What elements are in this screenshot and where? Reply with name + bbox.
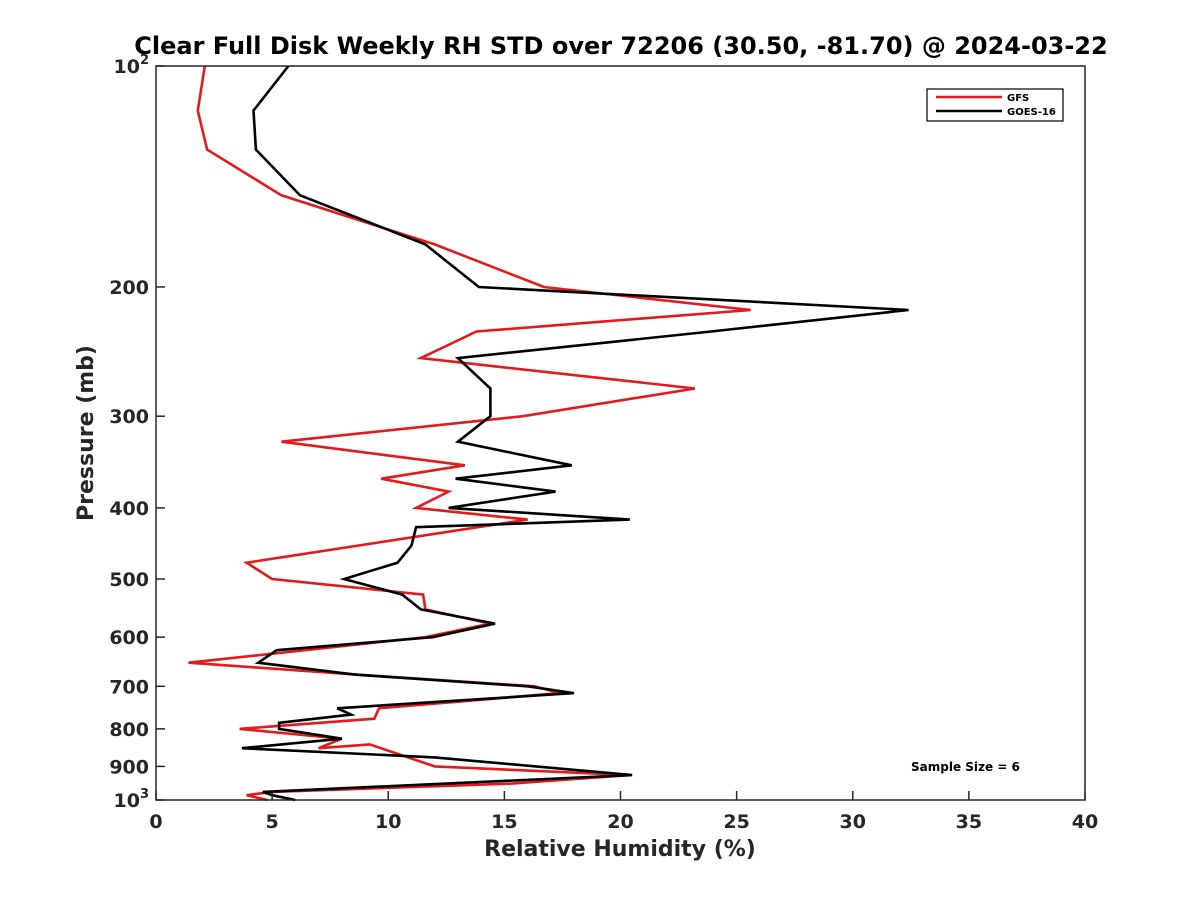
x-tick-label: 5 — [266, 811, 279, 833]
x-axis-label: Relative Humidity (%) — [484, 837, 756, 862]
series-line-gfs — [188, 65, 751, 802]
y-tick-label: 700 — [109, 676, 149, 698]
chart-title: Clear Full Disk Weekly RH STD over 72206… — [134, 32, 1107, 60]
y-tick-label: 600 — [109, 627, 149, 649]
legend-label-gfs: GFS — [1007, 93, 1029, 104]
y-axis-label: Pressure (mb) — [74, 345, 99, 521]
x-axis: 0 5 10 15 20 25 30 35 40 — [149, 791, 1098, 833]
x-tick-label: 35 — [956, 811, 982, 833]
sample-size-annotation: Sample Size = 6 — [911, 760, 1020, 774]
y-tick-label: 400 — [109, 498, 149, 520]
y-tick-label: 800 — [109, 719, 149, 741]
x-tick-label: 0 — [149, 811, 162, 833]
x-tick-label: 15 — [491, 811, 517, 833]
y-axis: 102 200 300 400 500 600 700 800 900 103 — [109, 53, 165, 812]
series-line-goes-16 — [241, 65, 909, 802]
y-tick-label: 102 — [114, 53, 150, 78]
legend: GFS GOES-16 — [926, 88, 1064, 122]
legend-box — [926, 88, 1064, 122]
y-tick-label: 500 — [109, 569, 149, 591]
series-layer — [188, 65, 909, 802]
x-tick-label: 30 — [840, 811, 866, 833]
x-tick-label: 25 — [723, 811, 749, 833]
x-tick-label: 20 — [607, 811, 633, 833]
y-tick-label: 200 — [109, 277, 149, 299]
y-tick-label: 103 — [114, 787, 150, 812]
legend-label-goes16: GOES-16 — [1007, 107, 1056, 118]
x-tick-label: 40 — [1072, 811, 1098, 833]
x-tick-label: 10 — [375, 811, 401, 833]
y-tick-label: 900 — [109, 756, 149, 778]
y-tick-label: 300 — [109, 406, 149, 428]
